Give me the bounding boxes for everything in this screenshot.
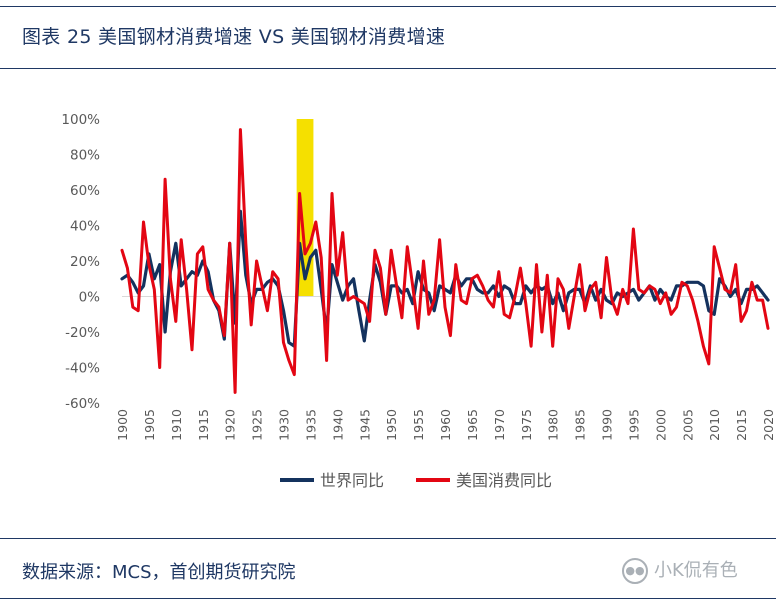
x-tick-label: 1925 (250, 409, 265, 441)
x-tick-label: 2010 (707, 409, 722, 441)
x-tick-label: 1975 (519, 409, 534, 441)
x-tick-label: 1945 (357, 409, 372, 441)
x-tick-label: 2005 (680, 409, 695, 441)
x-tick-label: 1915 (196, 409, 211, 441)
series-line-world (120, 209, 770, 348)
x-tick-label: 1905 (142, 409, 157, 441)
source-rule (0, 538, 776, 539)
x-tick-label: 2000 (653, 409, 668, 441)
y-tick-label: 40% (70, 219, 100, 235)
y-tick-label: 100% (61, 112, 100, 128)
x-tick-label: 1940 (330, 409, 345, 441)
x-tick-label: 1980 (546, 409, 561, 441)
x-tick-label: 1995 (626, 409, 641, 441)
y-tick-label: 80% (70, 148, 100, 164)
top-rule (0, 6, 776, 7)
series-line-us (120, 128, 770, 394)
x-tick-label: 1970 (492, 409, 507, 441)
x-tick-label: 1990 (600, 409, 615, 441)
chart-title: 图表 25 美国钢材消费增速 VS 美国钢材消费增速 (22, 26, 446, 48)
x-tick-label: 1910 (169, 409, 184, 441)
x-tick-label: 1985 (573, 409, 588, 441)
x-tick-label: 1935 (303, 409, 318, 441)
x-tick-label: 2020 (761, 409, 776, 441)
y-tick-label: 60% (70, 183, 100, 199)
y-tick-label: -60% (65, 396, 100, 412)
y-tick-label: -20% (65, 325, 100, 341)
y-tick-label: 0% (79, 290, 101, 306)
legend-label: 世界同比 (320, 471, 384, 490)
source-note: 数据来源：MCS，首创期货研究院 (22, 562, 296, 583)
x-tick-label: 1950 (384, 409, 399, 441)
y-tick-label: -40% (65, 361, 100, 377)
x-tick-label: 1965 (465, 409, 480, 441)
x-tick-label: 2015 (734, 409, 749, 441)
wechat-icon: ●● (622, 558, 648, 584)
x-tick-label: 1930 (277, 409, 292, 441)
y-tick-label: 20% (70, 254, 100, 270)
chart: 100% 80% 60% 40% 20% 0% -20% -40% -60% 1900 1905 19… (61, 112, 776, 490)
title-rule (0, 68, 776, 69)
x-tick-label: 1920 (223, 409, 238, 441)
legend-label: 美国消费同比 (456, 471, 552, 490)
watermark-text: 小K侃有色 (654, 560, 738, 581)
x-tick-label: 1955 (411, 409, 426, 441)
watermark: ●● 小K侃有色 (622, 556, 738, 584)
bottom-rule (0, 598, 776, 599)
x-tick-label: 1960 (438, 409, 453, 441)
x-tick-label: 1900 (115, 409, 130, 441)
